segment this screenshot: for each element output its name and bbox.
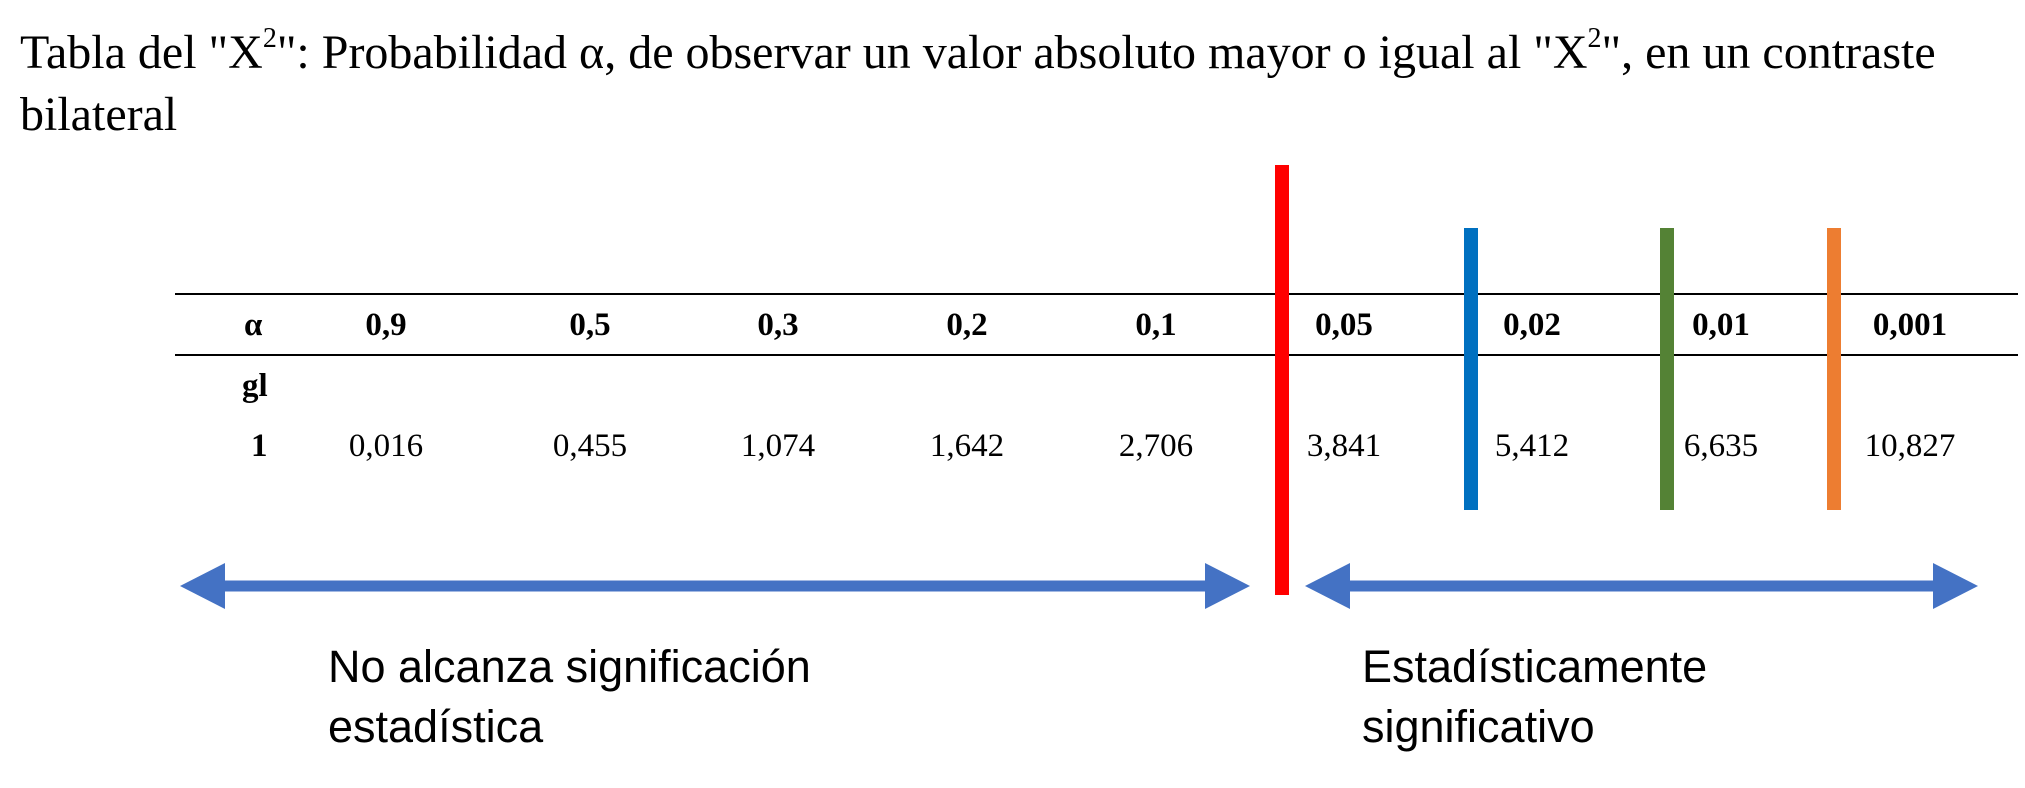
title-part-2: ": Probabilidad α, de observar un valor … (276, 26, 1588, 79)
value-cell: 0,016 (348, 428, 424, 464)
non-significant-caption: No alcanza significación estadística (328, 637, 811, 757)
value-cell: 6,635 (1683, 428, 1759, 464)
blue-threshold-bar (1464, 228, 1478, 510)
value-cell: 2,706 (1118, 428, 1194, 464)
non-significant-caption-line-2: estadística (328, 701, 544, 752)
value-cell: 5,412 (1494, 428, 1570, 464)
significant-caption: Estadísticamente significativo (1362, 637, 1707, 757)
alpha-header-0-1: 0,1 (1135, 307, 1177, 343)
right-arrow-head-left (1305, 563, 1350, 609)
alpha-header-0-9: 0,9 (365, 307, 407, 343)
title-superscript-1: 2 (262, 23, 277, 54)
left-double-arrow (180, 563, 1250, 609)
significant-caption-line-2: significativo (1362, 701, 1595, 752)
orange-threshold-bar (1827, 228, 1841, 510)
right-arrow-head-right (1933, 563, 1978, 609)
gl-label: gl (242, 368, 268, 404)
red-threshold-bar (1275, 165, 1289, 595)
significant-caption-line-1: Estadísticamente (1362, 641, 1708, 692)
table-header-rule (175, 354, 2018, 356)
value-cell: 3,841 (1306, 428, 1382, 464)
title-part-3: ", en un contraste bilateral (20, 26, 1936, 141)
value-cell: 10,827 (1864, 428, 1956, 464)
green-threshold-bar (1660, 228, 1674, 510)
table-top-rule (175, 293, 2018, 295)
value-cell: 0,455 (552, 428, 628, 464)
alpha-header-0-3: 0,3 (757, 307, 799, 343)
alpha-header-0-001: 0,001 (1872, 307, 1948, 343)
alpha-header-0-01: 0,01 (1692, 307, 1750, 343)
value-cell: 1,074 (740, 428, 816, 464)
alpha-header-0-05: 0,05 (1315, 307, 1373, 343)
title-part-1: Tabla del "X (20, 26, 263, 79)
title-superscript-2: 2 (1587, 23, 1602, 54)
alpha-header-0-2: 0,2 (946, 307, 988, 343)
page-title: Tabla del "X2": Probabilidad α, de obser… (20, 22, 2010, 146)
alpha-header-0-02: 0,02 (1503, 307, 1561, 343)
left-arrow-head-left (180, 563, 225, 609)
alpha-label: α (244, 307, 263, 343)
non-significant-caption-line-1: No alcanza significación (328, 641, 811, 692)
alpha-header-0-5: 0,5 (569, 307, 611, 343)
row-label-1: 1 (251, 428, 268, 464)
right-double-arrow (1305, 563, 1978, 609)
left-arrow-head-right (1205, 563, 1250, 609)
value-cell: 1,642 (929, 428, 1005, 464)
